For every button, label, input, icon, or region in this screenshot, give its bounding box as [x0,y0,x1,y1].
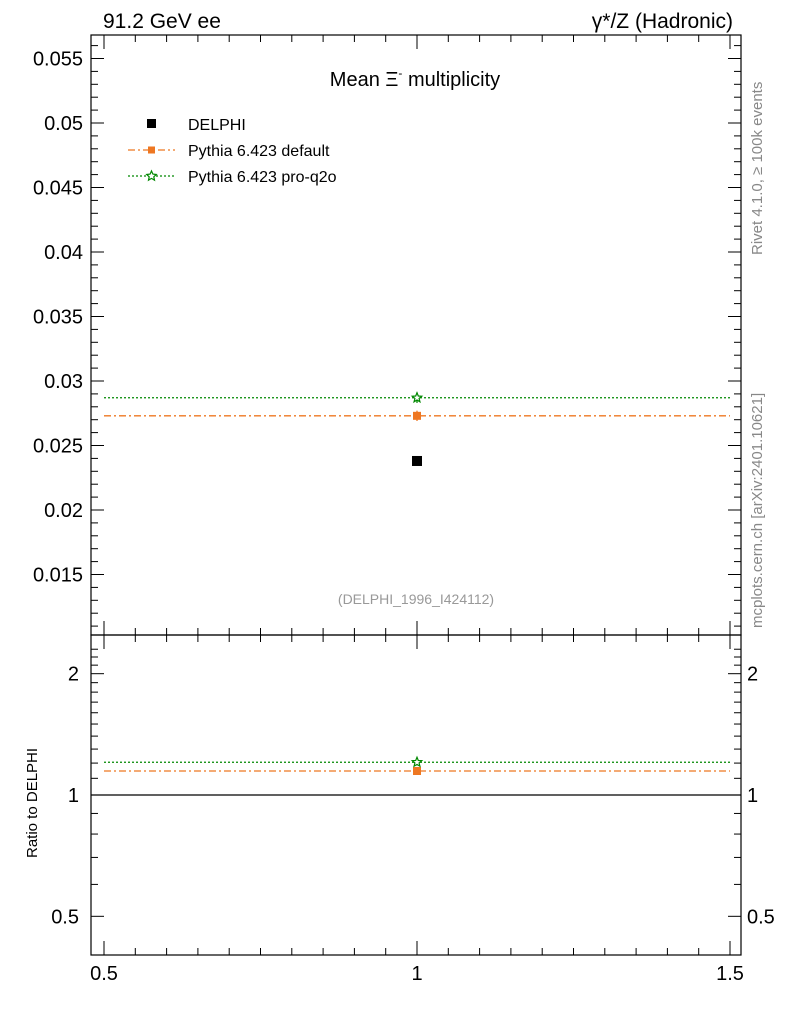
title-suffix: multiplicity [402,69,500,91]
data-point-delphi [412,455,422,466]
ratio-ylabel: Ratio to DELPHI [24,748,41,858]
y-tick-label: 0.04 [44,242,83,264]
ratio-point-default [413,766,421,775]
rivet-label: Rivet 4.1.0, ≥ 100k events [749,82,766,255]
ratio-x-ticks: 0.5 1 1.5 [90,635,744,985]
ratio-point-proq2o [410,755,424,768]
main-series [104,391,730,466]
mcplots-label: mcplots.cern.ch [arXiv:2401.10621] [749,393,766,628]
x-tick-label: 0.5 [90,963,118,985]
ratio-y-ticks: 0.5 0.5 1 1 2 2 [51,648,775,928]
title-superscript: - [398,66,402,80]
y-tick-label: 0.045 [33,178,83,200]
ratio-y-tick-label-right: 0.5 [747,906,775,928]
legend-marker-delphi [147,119,156,128]
data-point-proq2o [410,391,424,404]
main-x-ticks [103,35,731,635]
plot-title: Mean Ξ- multiplicity [330,66,500,91]
title-symbol: Ξ [385,69,398,91]
y-tick-label: 0.03 [44,371,83,393]
x-tick-label: 1.5 [716,963,744,985]
ratio-y-tick-label: 0.5 [51,906,79,928]
legend: DELPHI Pythia 6.423 default Pythia 6.423… [128,117,337,186]
y-tick-label: 0.02 [44,500,83,522]
legend-label-delphi: DELPHI [188,117,246,134]
ratio-y-tick-label: 1 [68,785,79,807]
x-tick-label: 1 [411,963,422,985]
title-prefix: Mean [330,69,386,91]
ratio-y-tick-label: 2 [68,664,79,686]
y-tick-label: 0.015 [33,565,83,587]
legend-marker-proq2o [145,169,158,182]
ratio-y-tick-label-right: 2 [747,664,758,686]
analysis-id: (DELPHI_1996_I424112) [338,591,494,607]
energy-label: 91.2 GeV ee [103,10,221,33]
y-tick-label: 0.025 [33,436,83,458]
ratio-y-tick-label-right: 1 [747,785,758,807]
legend-label-default: Pythia 6.423 default [188,143,330,160]
y-tick-label: 0.035 [33,307,83,329]
process-label: γ*/Z (Hadronic) [592,10,733,33]
data-point-default [413,411,421,420]
y-tick-label: 0.05 [44,113,83,135]
y-tick-label: 0.055 [33,49,83,71]
legend-marker-default [148,146,155,154]
ratio-series [91,755,741,796]
legend-label-proq2o: Pythia 6.423 pro-q2o [188,169,337,186]
main-y-ticks: 0.015 0.02 0.025 0.03 0.035 0.04 0.045 0.05 0.05… [33,45,741,627]
